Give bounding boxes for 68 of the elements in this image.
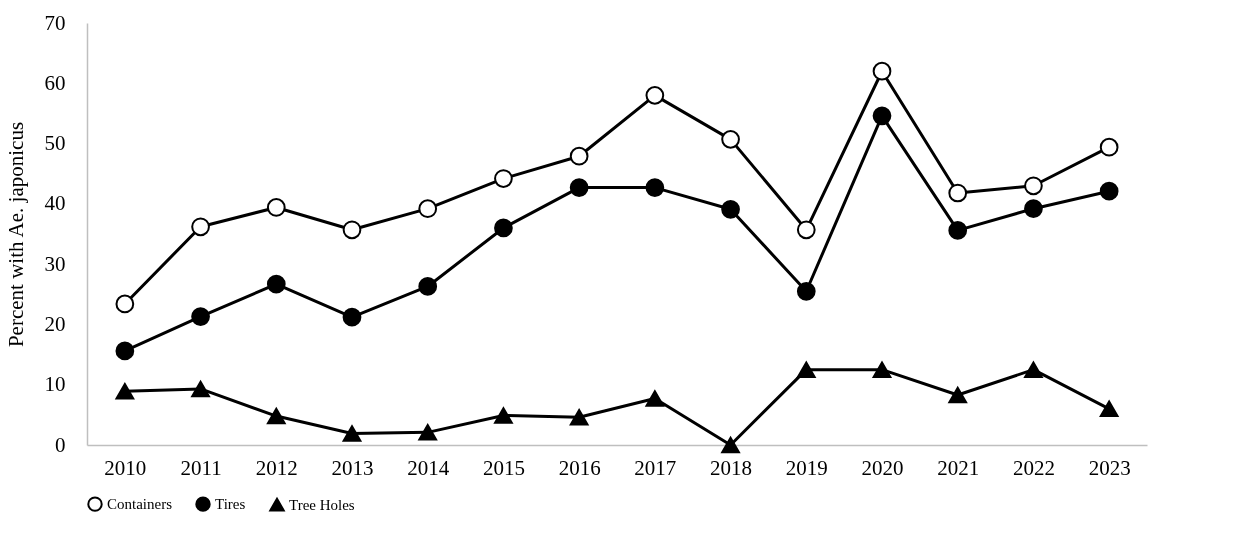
point [1024, 199, 1043, 219]
x-tick-label: 2018 [710, 455, 753, 480]
y-tick-label: 10 [44, 372, 66, 397]
point [494, 169, 513, 188]
legend-label: Containers [107, 496, 173, 513]
y-axis-title: Percent with Ae. japonicus [3, 121, 28, 348]
point [115, 294, 135, 314]
point [1099, 181, 1119, 201]
point [191, 380, 210, 398]
legend-label: Tires [215, 496, 246, 513]
x-tick-label: 2017 [634, 455, 677, 480]
x-tick-label: 2016 [558, 455, 601, 480]
legend-label: Tree Holes [289, 496, 355, 513]
y-tick-label: 20 [44, 311, 66, 336]
point [342, 307, 362, 327]
y-tick-label: 50 [44, 131, 66, 156]
point [796, 220, 816, 240]
x-tick-label: 2012 [255, 455, 298, 480]
point [872, 106, 892, 126]
y-tick-label: 30 [44, 251, 66, 276]
x-tick-label: 2011 [180, 455, 222, 480]
point [266, 407, 286, 425]
y-tick-label: 60 [44, 70, 66, 95]
point [569, 178, 589, 197]
point [645, 85, 665, 105]
point [569, 146, 589, 166]
point [494, 218, 513, 238]
x-tick-label: 2023 [1088, 455, 1131, 480]
x-tick-label: 2021 [937, 455, 980, 480]
point [418, 277, 438, 296]
point [796, 281, 816, 301]
point [569, 409, 589, 426]
point [266, 198, 286, 217]
point [721, 130, 740, 149]
point [796, 361, 816, 378]
point [721, 199, 740, 219]
point [872, 61, 892, 81]
point [191, 307, 210, 326]
x-tick-label: 2020 [861, 455, 904, 480]
y-tick-label: 0 [55, 432, 66, 457]
point [418, 424, 438, 441]
x-tick-label: 2014 [407, 455, 450, 480]
point [494, 407, 513, 424]
point [948, 183, 968, 203]
x-tick-label: 2010 [104, 455, 147, 480]
y-tick-label: 70 [44, 10, 66, 35]
point [872, 361, 892, 378]
point [115, 341, 135, 361]
point [948, 221, 968, 240]
point [191, 217, 210, 237]
point [266, 274, 286, 294]
x-tick-label: 2022 [1012, 455, 1055, 480]
point [645, 390, 665, 407]
point [115, 383, 135, 400]
point [948, 386, 968, 404]
point [1024, 176, 1043, 196]
point [342, 220, 362, 240]
point [1099, 400, 1119, 418]
y-tick-label: 40 [44, 191, 66, 216]
point [418, 199, 438, 219]
x-tick-label: 2013 [331, 455, 374, 480]
x-tick-label: 2019 [785, 455, 828, 480]
point [342, 425, 362, 442]
x-tick-label: 2015 [482, 455, 525, 480]
point [1024, 361, 1043, 378]
point [721, 436, 740, 454]
point [1099, 137, 1119, 157]
point [645, 178, 665, 197]
